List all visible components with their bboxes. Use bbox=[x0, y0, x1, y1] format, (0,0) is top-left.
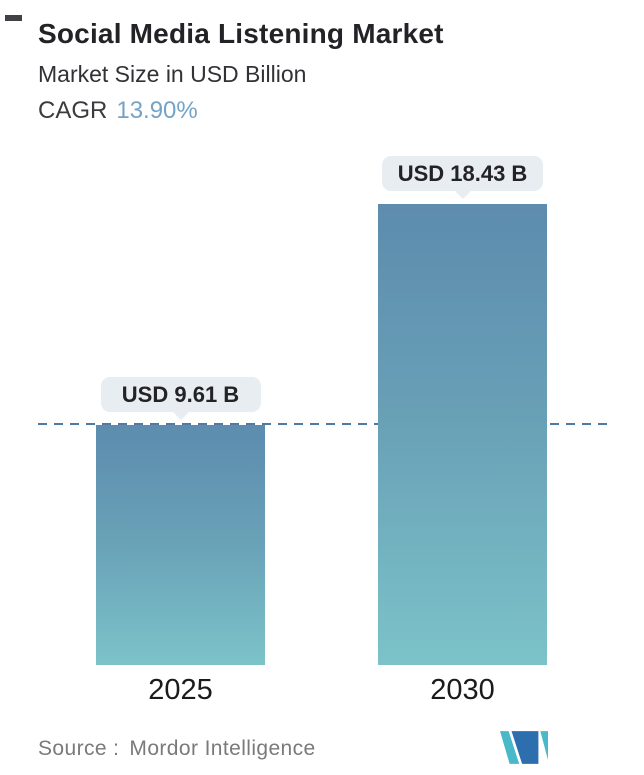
mordor-intelligence-logo bbox=[500, 731, 548, 764]
value-badge-2025-label: USD 9.61 B bbox=[121, 381, 240, 407]
badge-pointer-icon bbox=[171, 411, 190, 420]
cagr-label: CAGR bbox=[38, 97, 108, 124]
page-title: Social Media Listening Market bbox=[38, 18, 444, 49]
badge-pointer-icon bbox=[453, 190, 472, 199]
bar-group-2030: USD 18.43 B bbox=[378, 156, 547, 665]
bar bbox=[96, 425, 265, 665]
value-badge-2025: USD 9.61 B bbox=[100, 377, 261, 420]
chart-subtitle: Market Size in USD Billion bbox=[38, 61, 307, 87]
value-badge-2030: USD 18.43 B bbox=[381, 156, 544, 199]
x-axis-label-2025: 2025 bbox=[148, 674, 213, 706]
reference-dashed-line bbox=[38, 423, 608, 425]
cagr-row: CAGR 13.90% bbox=[38, 97, 198, 125]
cagr-value: 13.90% bbox=[116, 97, 198, 124]
x-axis-label-2030: 2030 bbox=[430, 674, 495, 706]
top-left-crop-mark bbox=[5, 15, 22, 21]
source-attribution: Source : Mordor Intelligence bbox=[38, 737, 316, 761]
value-badge-2030-label: USD 18.43 B bbox=[397, 160, 528, 186]
source-label: Source : bbox=[38, 737, 120, 760]
bar-group-2025: USD 9.61 B bbox=[96, 377, 265, 665]
bar bbox=[378, 204, 547, 665]
source-value: Mordor Intelligence bbox=[129, 737, 316, 760]
